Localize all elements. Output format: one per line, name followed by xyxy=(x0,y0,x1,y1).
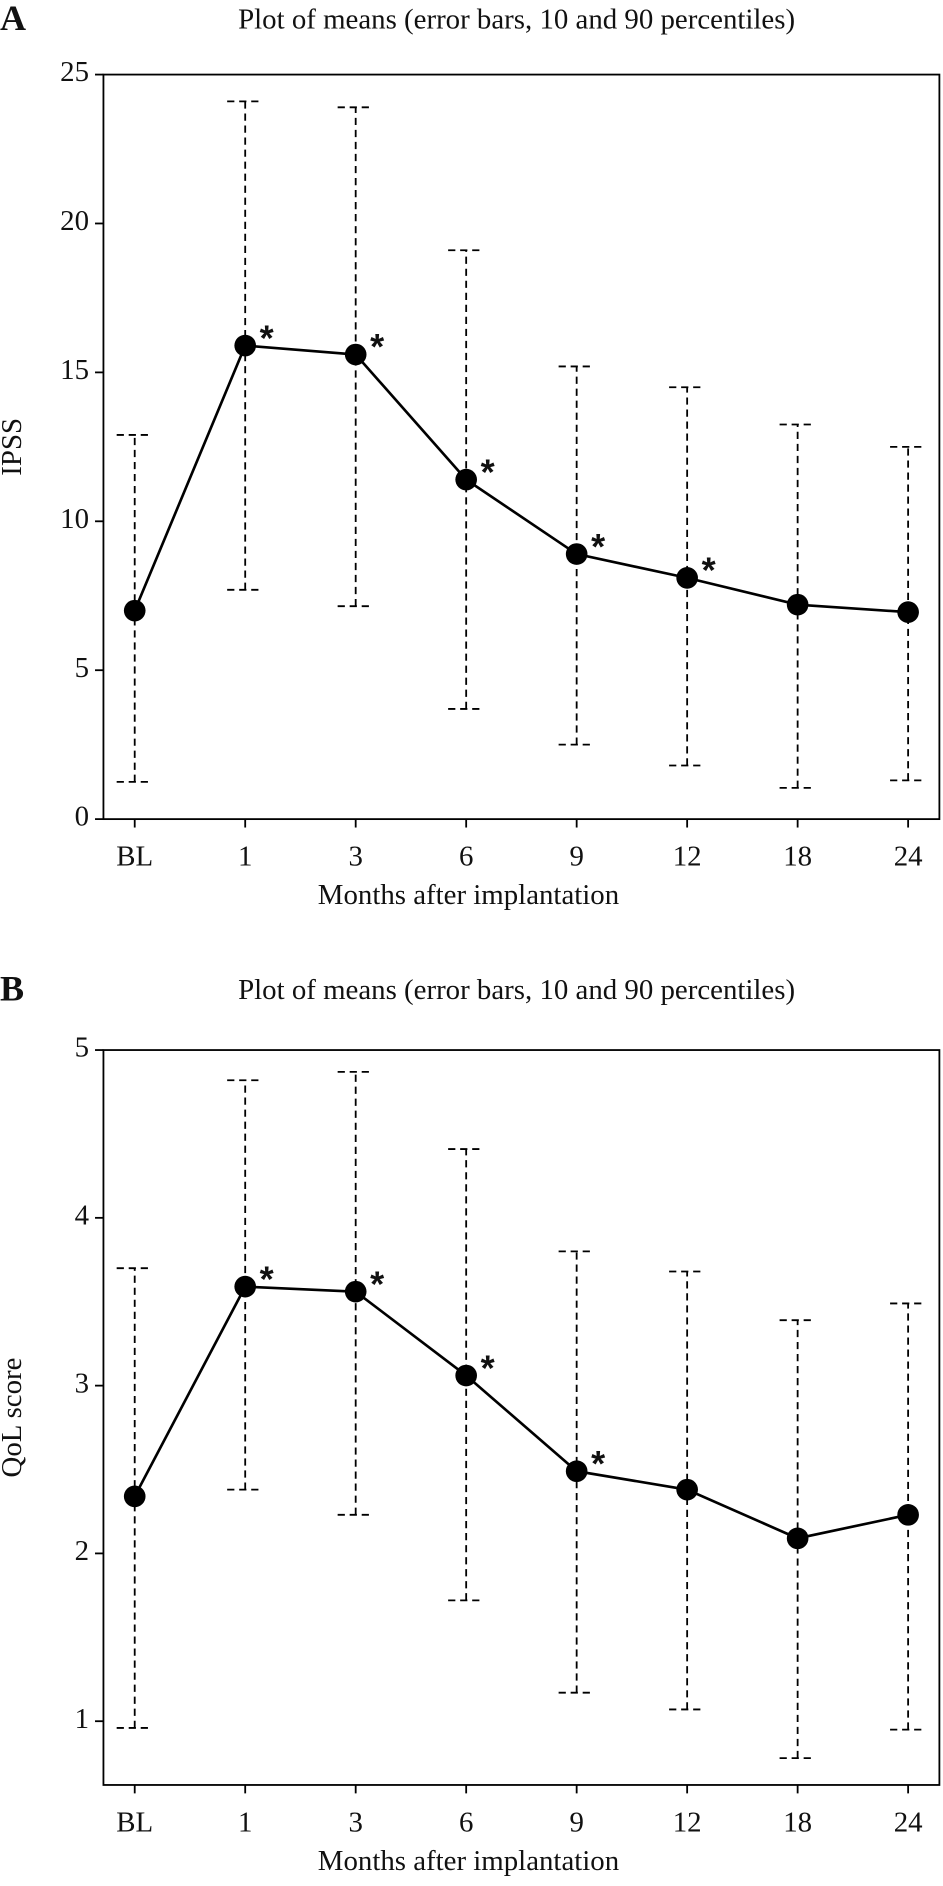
mean-point xyxy=(676,1478,698,1501)
mean-point xyxy=(565,1460,588,1483)
significance-marker: * xyxy=(481,451,495,492)
mean-point xyxy=(123,599,146,622)
mean-point xyxy=(455,1364,477,1387)
x-tick-label: 1 xyxy=(238,840,252,872)
x-tick-label: 6 xyxy=(459,840,473,872)
y-tick-label: 5 xyxy=(75,652,89,684)
x-tick-label: 6 xyxy=(459,1806,473,1838)
significance-marker: * xyxy=(260,1258,274,1299)
mean-line xyxy=(133,1285,909,1540)
mean-point xyxy=(565,543,588,565)
mean-point xyxy=(786,593,809,616)
panel-label: B xyxy=(0,969,24,1009)
x-tick-label: 9 xyxy=(569,1806,583,1838)
chart-title: Plot of means (error bars, 10 and 90 per… xyxy=(238,974,795,1006)
x-tick-label: 18 xyxy=(783,1806,812,1838)
mean-point xyxy=(344,343,367,366)
x-tick-label: 9 xyxy=(569,840,583,872)
x-tick-label: 3 xyxy=(348,1806,362,1838)
significance-marker: * xyxy=(702,550,716,591)
x-tick-label: 12 xyxy=(673,1806,702,1838)
mean-point xyxy=(786,1527,809,1550)
y-tick-label: 3 xyxy=(75,1367,89,1399)
mean-point xyxy=(455,468,477,491)
x-tick-label: 18 xyxy=(783,840,812,872)
y-tick-label: 1 xyxy=(75,1703,89,1735)
y-tick-label: 20 xyxy=(60,205,89,237)
y-tick-label: 5 xyxy=(75,1032,89,1064)
x-tick-label: 24 xyxy=(894,840,923,872)
x-tick-label: BL xyxy=(116,1806,153,1838)
x-tick-label: 1 xyxy=(238,1806,252,1838)
chart-title: Plot of means (error bars, 10 and 90 per… xyxy=(238,3,795,35)
x-tick-label: 3 xyxy=(348,840,362,872)
y-axis-label: QoL score xyxy=(0,1358,28,1478)
y-tick-label: 0 xyxy=(75,801,89,833)
mean-point xyxy=(676,567,698,589)
mean-point xyxy=(897,601,919,623)
y-tick-label: 10 xyxy=(60,503,89,535)
mean-line xyxy=(133,344,909,614)
mean-point xyxy=(897,1503,919,1526)
x-tick-label: 24 xyxy=(894,1806,923,1838)
mean-point xyxy=(234,334,257,357)
mean-point xyxy=(123,1485,146,1508)
significance-marker: * xyxy=(260,317,274,358)
mean-point xyxy=(344,1280,367,1303)
significance-marker: * xyxy=(591,1443,605,1484)
x-tick-label: BL xyxy=(116,840,153,872)
significance-marker: * xyxy=(370,326,384,367)
plot-frame xyxy=(102,73,941,821)
y-tick-label: 15 xyxy=(60,354,89,386)
mean-point xyxy=(234,1275,257,1298)
y-tick-label: 25 xyxy=(60,56,89,88)
significance-marker: * xyxy=(591,526,605,567)
x-tick-label: 12 xyxy=(673,840,702,872)
significance-marker: * xyxy=(370,1263,384,1304)
x-axis-label: Months after implantation xyxy=(318,879,619,911)
plot-frame xyxy=(102,1049,941,1786)
x-axis-label: Months after implantation xyxy=(318,1845,619,1877)
y-tick-label: 4 xyxy=(75,1199,89,1231)
significance-marker: * xyxy=(481,1347,495,1388)
y-axis-label: IPSS xyxy=(0,418,28,476)
y-tick-label: 2 xyxy=(75,1535,89,1567)
panel-label: A xyxy=(0,0,26,38)
